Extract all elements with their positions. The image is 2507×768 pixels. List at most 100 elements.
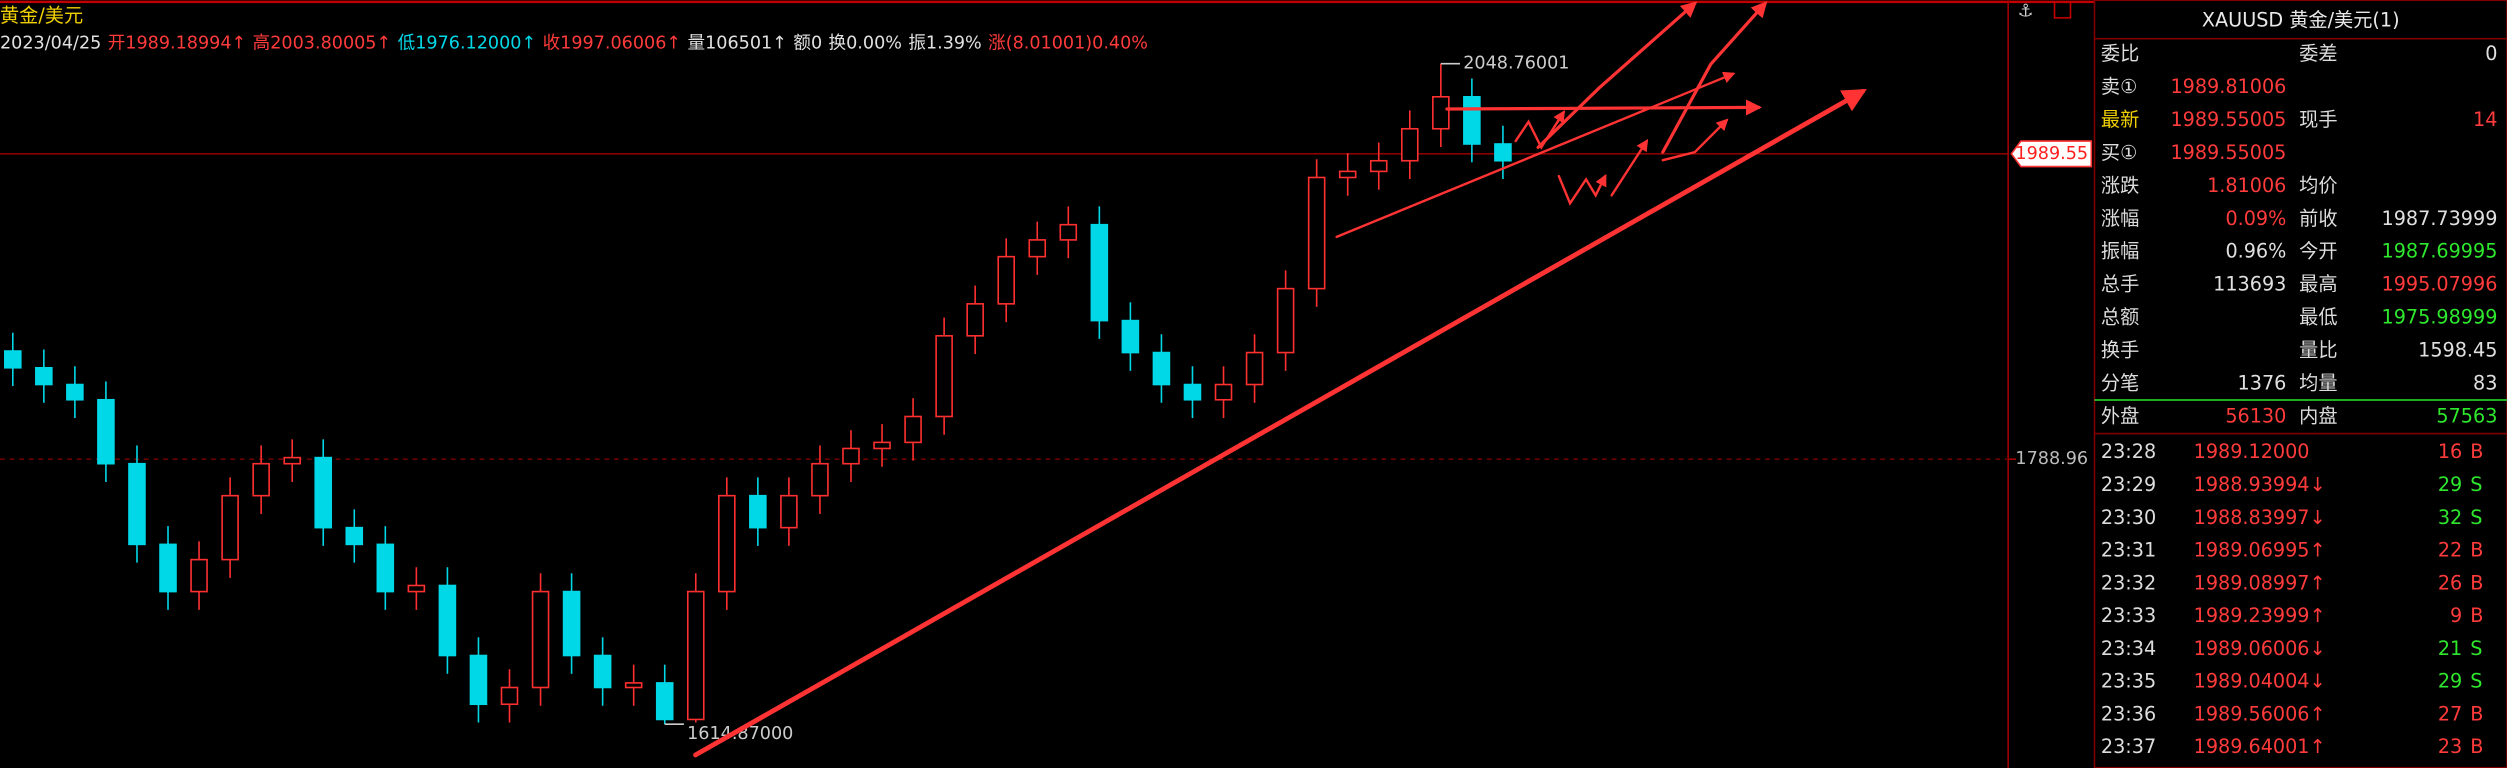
candle-body bbox=[314, 456, 333, 529]
candle-body bbox=[1245, 351, 1264, 386]
tick-side: S bbox=[2470, 473, 2482, 496]
candle-body bbox=[1214, 383, 1233, 401]
row-label: 量比 bbox=[2299, 339, 2337, 362]
row-value: 14 bbox=[2473, 108, 2497, 131]
header-field: 涨(8.01001)0.40% bbox=[988, 33, 1148, 53]
settings-icon[interactable]: ⚓ bbox=[2018, 1, 2034, 21]
tick-side: S bbox=[2470, 506, 2482, 529]
header-field: 高2003.80005↑ bbox=[253, 33, 392, 53]
candle-body bbox=[749, 494, 767, 529]
row-value: 1598.45 bbox=[2418, 339, 2497, 362]
row-label: 换手 bbox=[2101, 339, 2139, 362]
tick-price: 1989.12000 bbox=[2194, 440, 2310, 463]
candle-body bbox=[655, 682, 674, 721]
candle-body bbox=[469, 654, 488, 706]
header-field: 收1997.06006↑ bbox=[543, 33, 682, 53]
row-value: 1.81006 bbox=[2207, 174, 2286, 197]
tick-time: 23:37 bbox=[2101, 735, 2156, 758]
row-value: 1975.98999 bbox=[2382, 306, 2498, 329]
candle-body bbox=[97, 398, 115, 465]
candle-body bbox=[376, 543, 395, 593]
tick-side: B bbox=[2470, 735, 2483, 758]
annotation-label: 1614.87000 bbox=[687, 724, 793, 744]
row-value: 83 bbox=[2473, 372, 2497, 395]
candle-body bbox=[935, 335, 953, 418]
tick-time: 23:32 bbox=[2101, 571, 2156, 594]
tick-price: 1989.64001↑ bbox=[2194, 735, 2326, 758]
tick-time: 23:36 bbox=[2101, 702, 2156, 725]
candle-body bbox=[407, 584, 426, 593]
tick-side: S bbox=[2470, 670, 2482, 693]
candle-body bbox=[562, 590, 581, 657]
row-label: 最高 bbox=[2299, 273, 2337, 296]
annotation-label: 2048.76001 bbox=[1463, 54, 1569, 74]
candle-body bbox=[686, 590, 705, 721]
tick-price: 1989.23999↑ bbox=[2194, 604, 2326, 627]
candle-body bbox=[1059, 223, 1078, 241]
candle-body bbox=[283, 456, 301, 465]
tick-side: S bbox=[2470, 637, 2482, 660]
candle-body bbox=[3, 350, 22, 369]
candle-body bbox=[1369, 159, 1388, 173]
candle-body bbox=[966, 303, 984, 337]
row-value: 1987.69995 bbox=[2382, 240, 2498, 263]
candle-body bbox=[1028, 239, 1047, 258]
header-field: 低1976.12000↑ bbox=[398, 33, 537, 53]
tick-price: 1989.04004↓ bbox=[2194, 670, 2326, 693]
row-value: 0 bbox=[2485, 42, 2497, 65]
tick-side: B bbox=[2470, 571, 2483, 594]
tick-price: 1989.08997↑ bbox=[2194, 571, 2326, 594]
tick-time: 23:35 bbox=[2101, 670, 2156, 693]
tick-volume: 16 bbox=[2438, 440, 2462, 463]
candle-body bbox=[1183, 383, 1202, 401]
row-label: 最新 bbox=[2101, 108, 2139, 131]
row-label: 委差 bbox=[2299, 42, 2337, 65]
last-price-label: 1989.55 bbox=[2015, 144, 2088, 164]
candle-body bbox=[624, 682, 643, 689]
row-label: 均量 bbox=[2299, 372, 2337, 395]
tick-volume: 29 bbox=[2438, 473, 2462, 496]
row-label: 前收 bbox=[2299, 207, 2337, 230]
row-value: 1989.55005 bbox=[2170, 108, 2286, 131]
row-value: 1995.07996 bbox=[2382, 273, 2498, 296]
row-label: 总额 bbox=[2101, 306, 2139, 329]
candle-body bbox=[345, 526, 364, 546]
row-label: 外盘 bbox=[2101, 404, 2139, 427]
tick-volume: 23 bbox=[2438, 735, 2462, 758]
tick-time: 23:28 bbox=[2101, 440, 2156, 463]
tick-volume: 22 bbox=[2438, 539, 2462, 562]
row-label: 买① bbox=[2101, 141, 2137, 164]
candle-body bbox=[1121, 319, 1140, 354]
tick-time: 23:34 bbox=[2101, 637, 2156, 660]
row-value: 57563 bbox=[2436, 404, 2497, 427]
candle-body bbox=[500, 686, 519, 706]
row-label: 涨跌 bbox=[2101, 174, 2139, 197]
row-label: 今开 bbox=[2299, 240, 2337, 263]
plot: 1788.96 1989.55 2048.76001 1614.87000 bbox=[0, 54, 2093, 744]
drawn-trendlines bbox=[693, 1, 1867, 758]
row-value: 1376 bbox=[2238, 372, 2287, 395]
candle-body bbox=[1400, 127, 1419, 162]
candle-body bbox=[66, 383, 84, 401]
panel-frame bbox=[2093, 0, 2507, 768]
candle-body bbox=[1090, 223, 1109, 322]
window-icon[interactable] bbox=[2053, 1, 2072, 19]
row-value: 1989.55005 bbox=[2170, 141, 2286, 164]
tick-volume: 29 bbox=[2438, 670, 2462, 693]
row-label: 委比 bbox=[2101, 42, 2139, 65]
tick-price: 1989.06995↑ bbox=[2194, 539, 2326, 562]
candle-body bbox=[1432, 95, 1450, 130]
tick-volume: 32 bbox=[2438, 506, 2462, 529]
tick-side: B bbox=[2470, 440, 2483, 463]
candle-body bbox=[718, 494, 736, 593]
tick-volume: 27 bbox=[2438, 702, 2462, 725]
quote-panel: XAUUSD 黄金/美元(1) 委比 委差 0 卖① 1989.81006 最新 1989.… bbox=[2093, 0, 2507, 768]
tick-side: B bbox=[2470, 539, 2483, 562]
y-tick-label: 1788.96 bbox=[2015, 449, 2088, 469]
ohlc-header: 2023/04/25 开1989.18994↑ 高2003.80005↑ 低1976.… bbox=[0, 33, 1148, 53]
header-field: 开1989.18994↑ bbox=[108, 33, 247, 53]
candle-body bbox=[593, 654, 612, 689]
header-field: 振1.39% bbox=[908, 33, 981, 53]
tick-price: 1989.06006↓ bbox=[2194, 637, 2326, 660]
